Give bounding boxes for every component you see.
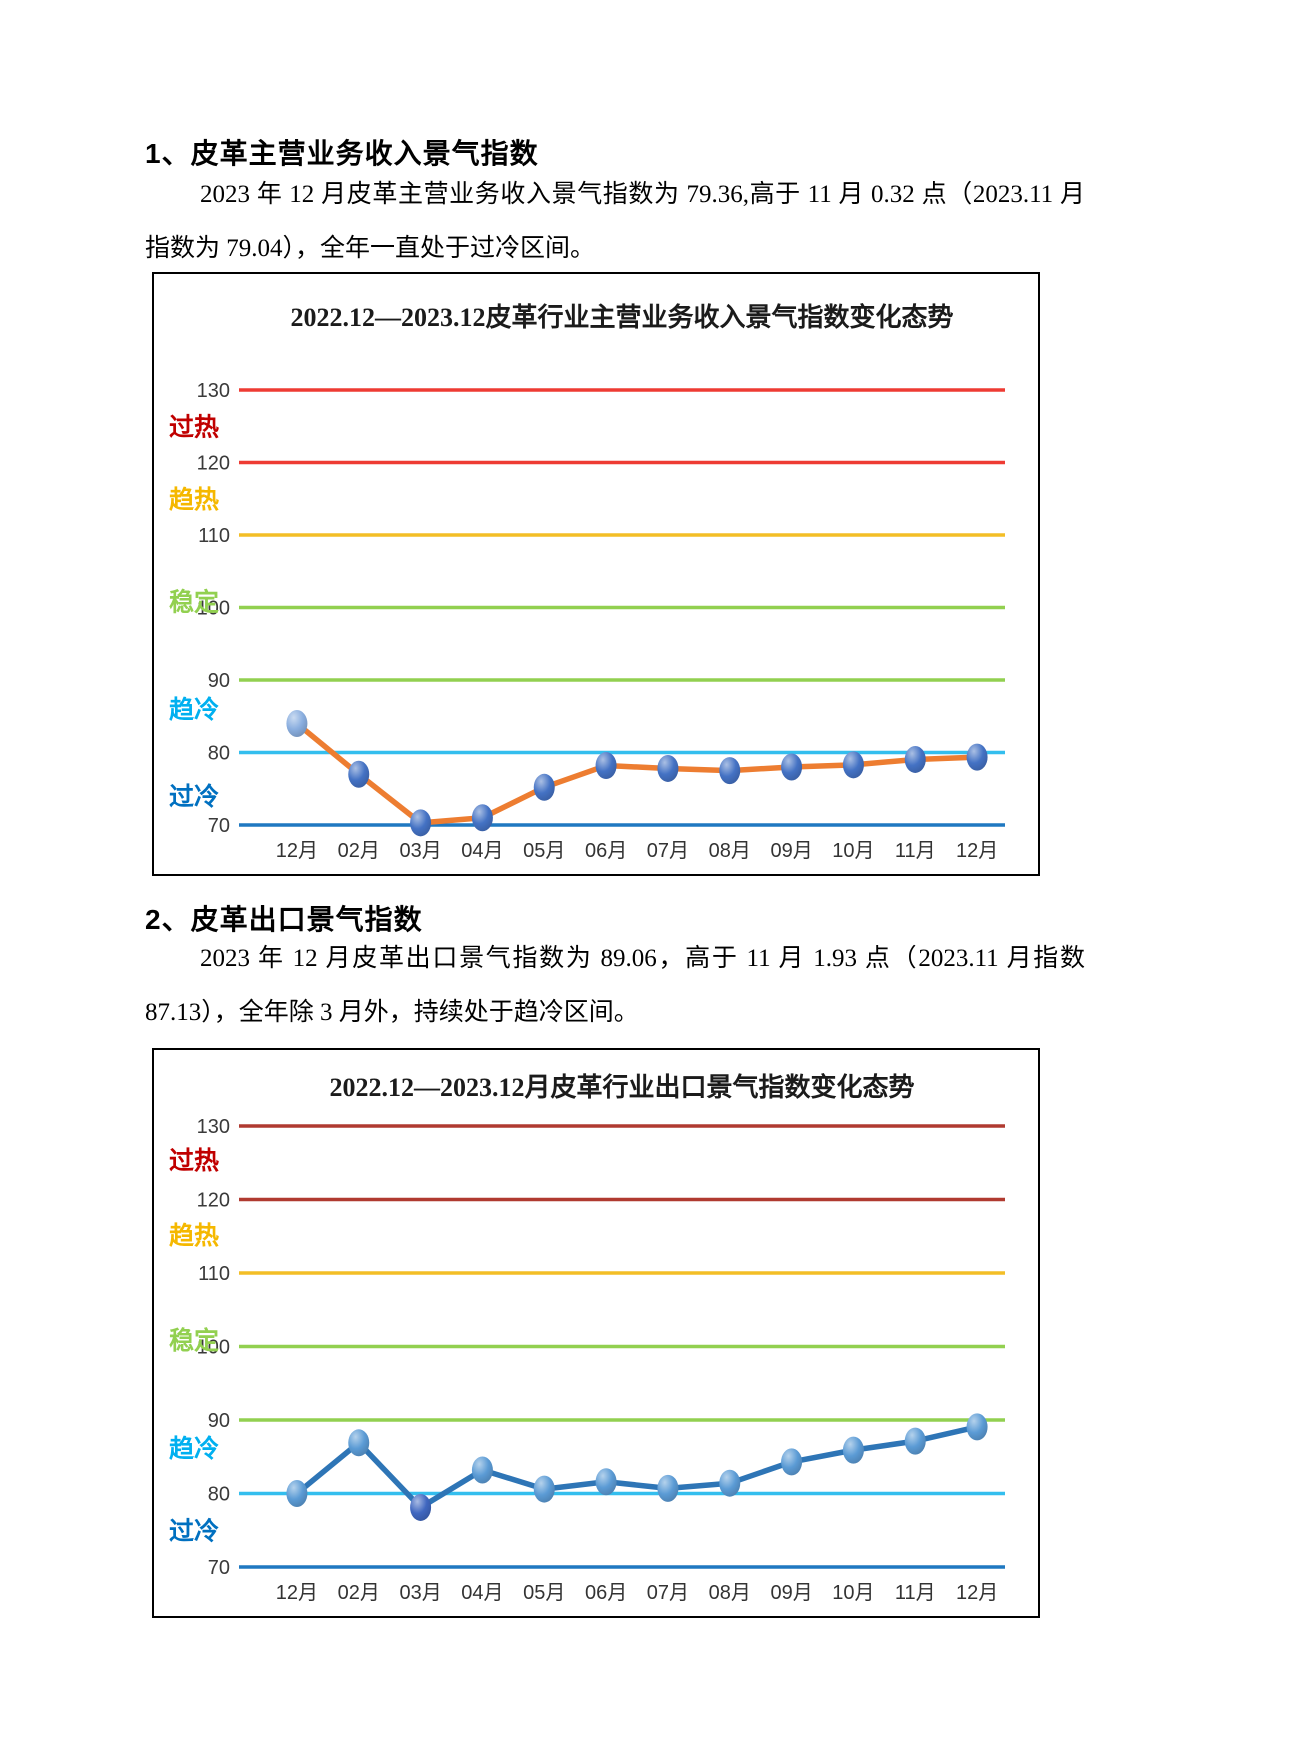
x-axis-label: 06月 [585,1582,627,1604]
zone-label: 稳定 [169,588,219,617]
y-axis-tick-label: 90 [208,670,230,692]
data-point-marker [781,753,803,781]
data-point-marker [533,773,555,801]
y-axis-tick-label: 130 [197,1116,230,1138]
y-axis-tick-label: 120 [197,453,230,475]
y-axis-tick-label: 110 [198,525,230,547]
x-axis-label: 12月 [276,840,318,862]
x-axis-label: 07月 [647,1582,689,1604]
data-point-marker [410,809,432,837]
section2-heading: 2、皮革出口景气指数 [145,904,423,935]
y-axis-tick-label: 80 [208,743,230,765]
x-axis-label: 10月 [832,840,874,862]
x-axis-label: 06月 [585,840,627,862]
data-point-marker [471,1456,493,1484]
zone-label: 趋热 [169,1222,219,1250]
zone-label: 过热 [169,1147,219,1175]
zone-label: 趋冷 [169,695,219,724]
data-point-marker [595,752,617,780]
y-axis-tick-label: 130 [197,380,230,402]
zone-label: 趋冷 [169,1434,219,1463]
data-point-marker [904,1427,926,1455]
y-axis-tick-label: 70 [208,1557,230,1579]
data-point-marker [348,760,370,788]
zone-label: 过冷 [169,782,219,811]
x-axis-label: 04月 [461,840,503,862]
x-axis-label: 12月 [956,840,998,862]
data-point-marker [842,751,864,779]
section1-heading: 1、皮革主营业务收入景气指数 [145,138,539,169]
data-point-marker [657,1474,679,1502]
x-axis-label: 11月 [895,840,936,862]
x-axis-label: 05月 [523,1582,565,1604]
data-series-line [294,720,980,826]
data-point-marker [410,1493,432,1521]
export-climate-index-chart: 130 120 110 100 90 80 70 过热趋热稳定趋冷过冷 12月 02月 03月 04月… [152,1048,1040,1618]
x-axis-label: 04月 [461,1582,503,1604]
x-axis-label: 08月 [709,840,751,862]
y-axis-tick-label: 90 [208,1410,230,1432]
revenue-climate-index-chart: 130 120 110 100 90 80 70 过热趋热稳定趋冷过冷 12月 02月 03月 04月… [152,272,1040,876]
data-point-marker [842,1436,864,1464]
data-series-line [294,1424,980,1511]
data-point-marker [286,1480,308,1507]
chart-title: 2022.12—2023.12皮革行业主营业务收入景气指数变化态势 [290,302,953,332]
y-axis-tick-label: 70 [208,815,230,837]
x-axis-label: 11月 [895,1582,936,1604]
zone-label: 稳定 [169,1326,219,1355]
data-point-marker [657,754,679,782]
data-point-marker [719,757,741,785]
x-axis-label: 03月 [399,1582,441,1604]
x-axis-label: 12月 [276,1582,318,1604]
data-point-marker [471,804,493,832]
section1-paragraph: 2023 年 12 月皮革主营业务收入景气指数为 79.36,高于 11 月 0… [145,181,1085,262]
data-point-marker [904,745,926,773]
data-point-marker [595,1468,617,1496]
x-axis-label: 09月 [770,840,812,862]
y-axis-tick-label: 80 [208,1484,230,1506]
data-point-marker [719,1469,741,1497]
x-axis-label: 10月 [832,1582,874,1604]
y-axis-tick-label: 100 [197,598,230,620]
zone-label: 过热 [169,413,219,441]
data-point-marker [286,710,308,737]
chart-title: 2022.12—2023.12月皮革行业出口景气指数变化态势 [329,1072,914,1102]
zone-label: 过冷 [169,1516,219,1545]
data-point-marker [533,1475,555,1503]
x-axis-label: 02月 [338,1582,380,1604]
x-axis-label: 08月 [709,1582,751,1604]
data-point-marker [348,1429,370,1457]
x-axis-label: 03月 [399,840,441,862]
zone-label: 趋热 [169,486,219,514]
section2-paragraph: 2023 年 12 月皮革出口景气指数为 89.06，高于 11 月 1.93 … [145,945,1085,1026]
x-axis-label: 09月 [770,1582,812,1604]
data-point-marker [781,1448,803,1476]
data-point-marker [966,743,988,771]
x-axis-label: 05月 [523,840,565,862]
data-point-marker [966,1413,988,1441]
y-axis-tick-label: 100 [197,1337,230,1359]
x-axis-label: 07月 [647,840,689,862]
x-axis-label: 02月 [338,840,380,862]
x-axis-label: 12月 [956,1582,998,1604]
y-axis-tick-label: 110 [198,1263,230,1285]
y-axis-tick-label: 120 [197,1190,230,1212]
